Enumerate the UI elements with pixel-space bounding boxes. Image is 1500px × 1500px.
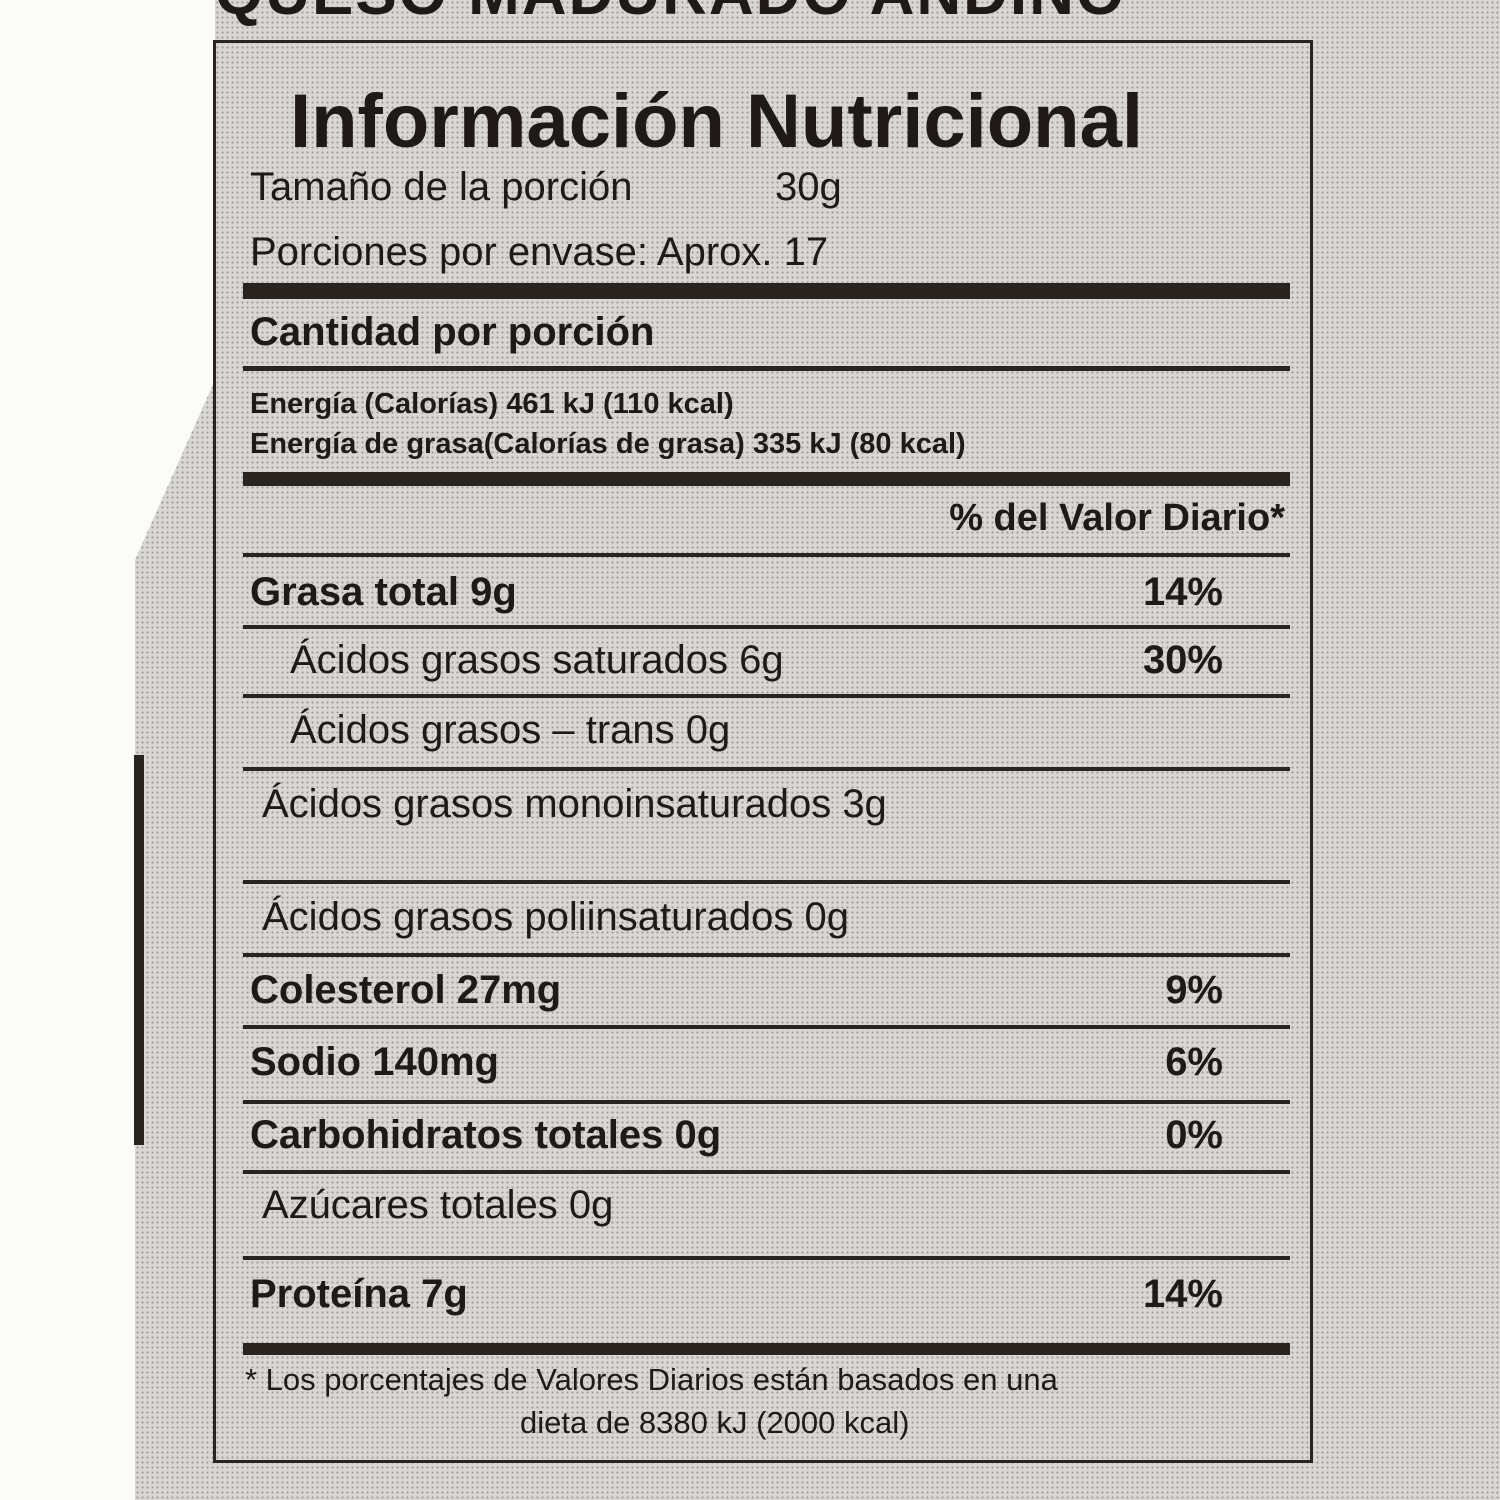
- nutrient-row-cholesterol: Colesterol 27mg: [250, 968, 562, 1012]
- thick-divider: [243, 1343, 1290, 1355]
- nutrient-row-monounsaturated-fat: Ácidos grasos monoinsaturados 3g: [262, 782, 887, 826]
- divider: [243, 1100, 1290, 1104]
- energy: Energía (Calorías) 461 kJ (110 kcal): [250, 388, 734, 420]
- thick-divider: [243, 283, 1290, 299]
- divider: [243, 553, 1290, 557]
- nutrient-row-protein: Proteína 7g: [250, 1272, 468, 1316]
- nutrient-row-sodium: Sodio 140mg: [250, 1040, 499, 1084]
- dv-sodium: 6%: [1165, 1040, 1223, 1084]
- dv-cholesterol: 9%: [1165, 968, 1223, 1012]
- dv-carbohydrates: 0%: [1165, 1113, 1223, 1157]
- dv-total-fat: 14%: [1142, 570, 1223, 614]
- thick-divider: [243, 472, 1290, 486]
- serving-size-value: 30g: [775, 165, 842, 209]
- dv-protein: 14%: [1142, 1272, 1223, 1316]
- divider: [243, 694, 1290, 698]
- nutrition-facts-box: [213, 40, 1313, 1463]
- divider: [243, 1025, 1290, 1029]
- serving-size-label: Tamaño de la porción: [250, 165, 633, 209]
- dv-saturated-fat: 30%: [1142, 638, 1223, 682]
- nutrient-row-carbohydrates: Carbohidratos totales 0g: [250, 1113, 722, 1157]
- nutrient-row-total-fat: Grasa total 9g: [250, 570, 517, 614]
- daily-value-header: % del Valor Diario*: [949, 497, 1285, 539]
- footnote-line-1: * Los porcentajes de Valores Diarios est…: [245, 1362, 1058, 1397]
- energy-from-fat: Energía de grasa(Calorías de grasa) 335 …: [250, 428, 966, 460]
- amount-per-serving: Cantidad por porción: [250, 310, 655, 354]
- label-title: Información Nutricional: [290, 79, 1143, 164]
- nutrient-row-trans-fat: Ácidos grasos – trans 0g: [290, 708, 731, 752]
- divider: [243, 366, 1290, 371]
- divider: [243, 625, 1290, 629]
- footnote-line-2: dieta de 8380 kJ (2000 kcal): [520, 1405, 910, 1440]
- divider: [243, 767, 1290, 771]
- divider: [243, 880, 1290, 884]
- divider: [243, 1170, 1290, 1174]
- servings-per-container: Porciones por envase: Aprox. 17: [250, 230, 829, 274]
- product-name-partial: QUESO MADURADO ANDINO: [215, 0, 1315, 29]
- nutrient-row-saturated-fat: Ácidos grasos saturados 6g: [290, 638, 784, 682]
- divider: [243, 953, 1290, 957]
- package-edge: [134, 755, 144, 1145]
- nutrient-row-sugars: Azúcares totales 0g: [262, 1183, 614, 1227]
- divider: [243, 1256, 1290, 1260]
- nutrient-row-polyunsaturated-fat: Ácidos grasos poliinsaturados 0g: [262, 895, 850, 939]
